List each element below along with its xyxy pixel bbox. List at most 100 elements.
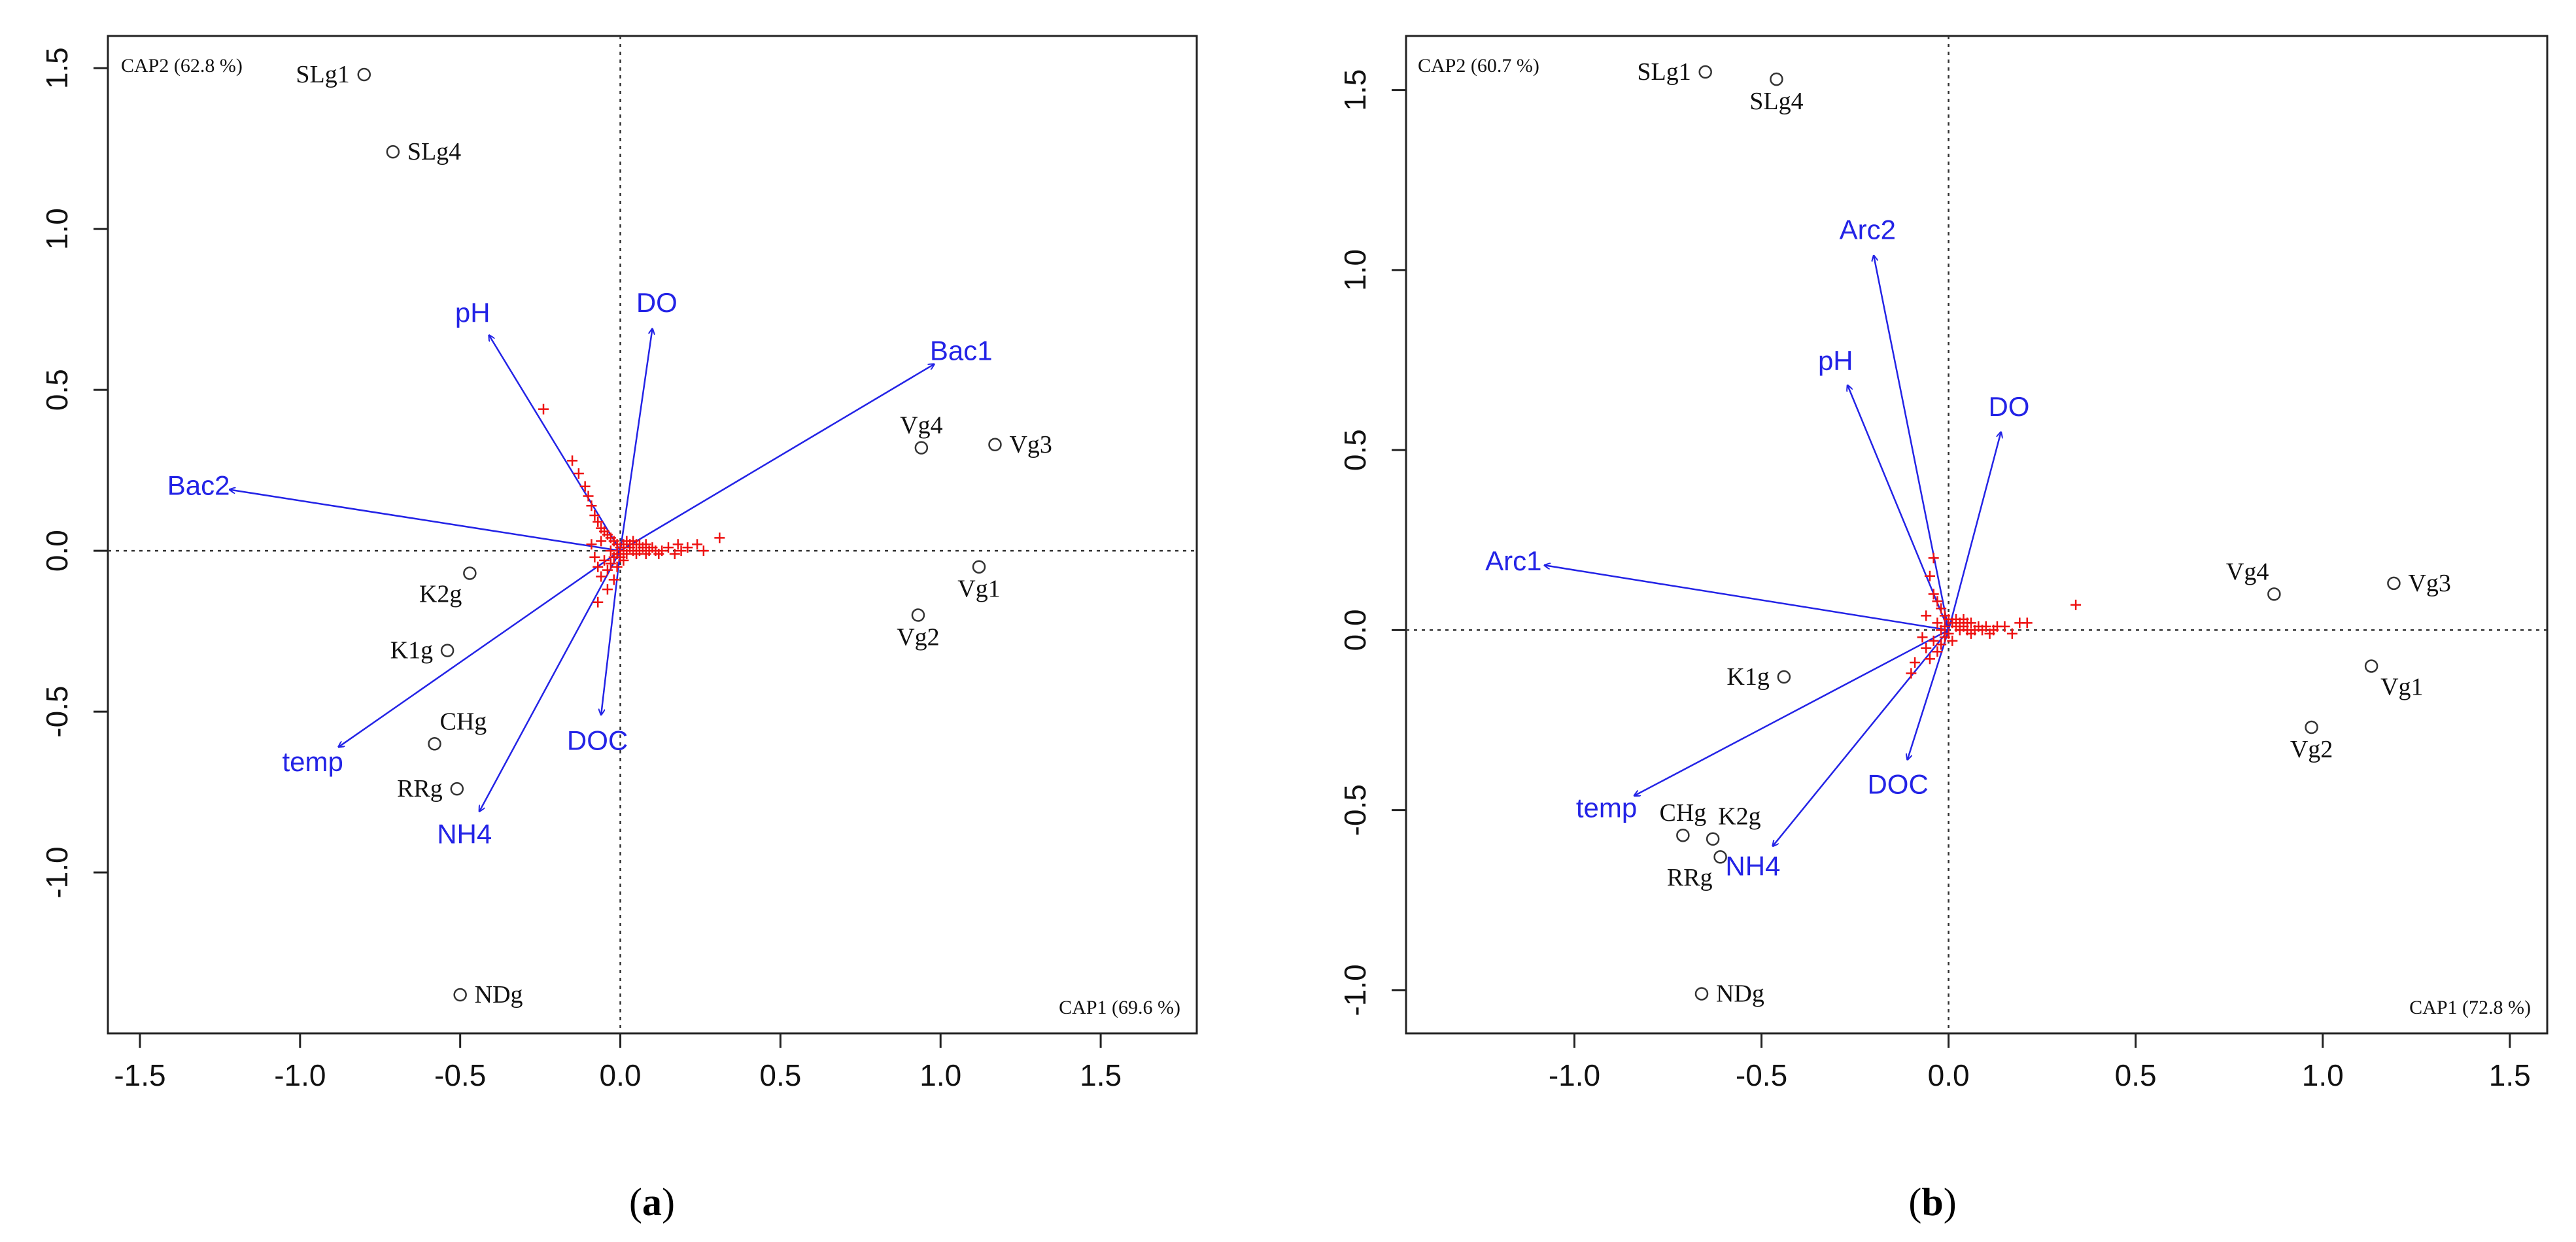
panel-b-species-point bbox=[1932, 596, 1943, 607]
panel-a-species-point bbox=[714, 532, 725, 543]
panel-b-site-label-k2g: K2g bbox=[1718, 803, 1760, 831]
panel-a-x-tick-label: 1.5 bbox=[1080, 1058, 1122, 1092]
panel-b-site-slg1 bbox=[1698, 65, 1712, 79]
panel-b-y-tick-label: 0.0 bbox=[1338, 609, 1372, 651]
panel-b-xlabel: CAP1 (72.8 %) bbox=[2409, 997, 2531, 1018]
panel-b-site-label-vg4: Vg4 bbox=[2226, 558, 2269, 585]
panel-a-species-point bbox=[618, 539, 629, 550]
panel-b-vector-label-ph: pH bbox=[1818, 345, 1853, 376]
panel-a-y-tick-label: -1.0 bbox=[40, 846, 74, 898]
panel-a-species-point bbox=[573, 468, 584, 479]
panel-b-x-tick-label: 0.5 bbox=[2115, 1058, 2157, 1092]
panel-b-x-tick-label: 1.0 bbox=[2302, 1058, 2344, 1092]
panel-a-species-point bbox=[605, 545, 616, 557]
panel-a-species-point bbox=[698, 545, 709, 557]
panel-a-species-point bbox=[602, 564, 613, 576]
panel-b-site-k1g bbox=[1777, 670, 1791, 684]
panel-a-site-label-vg4: Vg4 bbox=[900, 412, 942, 440]
panel-b-vector-doc bbox=[1908, 630, 1949, 759]
panel-b-site-label-vg3: Vg3 bbox=[2408, 570, 2450, 597]
panel-a-species-point bbox=[611, 561, 623, 572]
panel-a-vector-label-ph: pH bbox=[455, 297, 490, 328]
panel-b-x-tick-label: -0.5 bbox=[1736, 1058, 1787, 1092]
panel-a-species-point bbox=[589, 551, 600, 562]
panel-b-site-label-slg4: SLg4 bbox=[1749, 88, 1803, 115]
panel-a-site-vg3 bbox=[988, 438, 1002, 452]
panel-a-y-tick-label: -0.5 bbox=[40, 685, 74, 737]
panel-a-species-point bbox=[692, 539, 703, 550]
panel-a-species-point bbox=[608, 574, 619, 585]
panel-b-vector-label-arc2: Arc2 bbox=[1840, 215, 1896, 245]
panel-b-species-point bbox=[1999, 621, 2010, 632]
panel-b-species-point bbox=[1921, 610, 1932, 621]
panel-b-species-point bbox=[1939, 621, 1950, 632]
panel-a-species-point bbox=[611, 549, 623, 560]
panel-a-vector-nh4 bbox=[479, 550, 621, 811]
panel-a-vector-do bbox=[619, 329, 653, 551]
panel-a-species-point bbox=[592, 516, 604, 527]
panel-a-species-point bbox=[628, 536, 639, 547]
panel-b-species-point bbox=[1910, 657, 1921, 668]
panel-b-x-tick-label: 0.0 bbox=[1928, 1058, 1970, 1092]
panel-b-species-point bbox=[1924, 570, 1935, 581]
panel-a-x-tick-label: 0.5 bbox=[759, 1058, 801, 1092]
panel-a-vector-bac2 bbox=[230, 490, 621, 552]
panel-b-y-tick-label: 1.5 bbox=[1338, 69, 1372, 111]
panel-b-y-tick-label: 0.5 bbox=[1338, 429, 1372, 471]
panel-a-plot: pH DO Bac1 Bac2 temp NH4 DOC SLg1 SLg4 Vg4 Vg3 Vg1… bbox=[40, 35, 1198, 1224]
panel-b-vector-ph bbox=[1847, 385, 1949, 630]
panel-a-site-label-vg1: Vg1 bbox=[957, 576, 1000, 603]
panel-a-species-point bbox=[579, 481, 591, 492]
panel-a-site-label-slg4: SLg4 bbox=[407, 138, 461, 165]
panel-b-species-point bbox=[1947, 635, 1958, 646]
panel-a-x-tick-label: -0.5 bbox=[434, 1058, 486, 1092]
panel-a-species-point bbox=[596, 536, 607, 547]
panel-a-vector-label-bac2: Bac2 bbox=[167, 470, 230, 500]
panel-b-site-label-k1g: K1g bbox=[1726, 663, 1769, 691]
panel-a-site-label-k2g: K2g bbox=[419, 581, 462, 608]
panel-b-site-slg4 bbox=[1770, 72, 1783, 86]
panel-a-y-tick-label: 1.0 bbox=[40, 208, 74, 250]
panel-b-plot: Arc1 Arc2 pH DO temp NH4 DOC SLg1 SLg4 Vg4 Vg3 Vg1… bbox=[1338, 35, 2549, 1224]
panel-b-caption: (b) bbox=[1908, 1181, 1956, 1224]
panel-b-y-tick-label: -1.0 bbox=[1338, 964, 1372, 1016]
panel-b-y-tick-label: -0.5 bbox=[1338, 784, 1372, 836]
panel-b-site-chg bbox=[1676, 828, 1690, 842]
panel-b-species-point bbox=[2006, 628, 2018, 639]
panel-b-species-point bbox=[1932, 617, 1943, 629]
panel-a-vector-doc bbox=[601, 550, 621, 715]
panel-a-caption: (a) bbox=[629, 1181, 675, 1224]
panel-a-site-ndg bbox=[453, 988, 467, 1002]
panel-a-vector-label-bac1: Bac1 bbox=[930, 335, 993, 366]
panel-a-species-point bbox=[669, 549, 680, 560]
panel-b-vector-label-nh4: NH4 bbox=[1725, 851, 1780, 882]
panel-b-species-point bbox=[1924, 653, 1935, 664]
panel-a-species-point bbox=[586, 539, 597, 550]
panel-b-species-point bbox=[1980, 621, 1991, 632]
panel-b-site-rrg bbox=[1713, 850, 1727, 864]
panel-a-vector-temp bbox=[339, 550, 621, 747]
panel-b-site-vg2 bbox=[2305, 720, 2318, 734]
panel-a-vector-label-doc: DOC bbox=[567, 725, 628, 756]
panel-a-site-label-k1g: K1g bbox=[390, 637, 433, 664]
panel-b-species-point bbox=[1906, 668, 1917, 679]
panel-a-species-point bbox=[599, 555, 610, 566]
panel-b-vector-temp bbox=[1634, 629, 1949, 795]
panel-a-site-vg2 bbox=[911, 608, 925, 622]
panel-a-species-point bbox=[676, 545, 687, 557]
panel-b-species-point bbox=[1921, 642, 1932, 653]
panel-a-site-k2g bbox=[463, 566, 477, 580]
panel-b-species-point bbox=[2021, 617, 2033, 629]
panel-a-site-label-slg1: SLg1 bbox=[296, 61, 349, 88]
panel-a-species-point bbox=[605, 558, 616, 569]
panel-a-species-point bbox=[592, 596, 604, 608]
panel-a-site-rrg bbox=[450, 782, 464, 796]
panel-b-site-label-vg2: Vg2 bbox=[2290, 736, 2333, 763]
panel-a-site-slg4 bbox=[386, 145, 400, 159]
panel-a-species-point bbox=[589, 509, 600, 521]
panel-b-vector-label-arc1: Arc1 bbox=[1485, 545, 1541, 576]
panel-a-frame bbox=[107, 35, 1198, 1035]
panel-a-vector-label-temp: temp bbox=[283, 746, 343, 777]
panel-a-species-point bbox=[672, 539, 683, 550]
panel-a-species-point bbox=[602, 584, 613, 595]
